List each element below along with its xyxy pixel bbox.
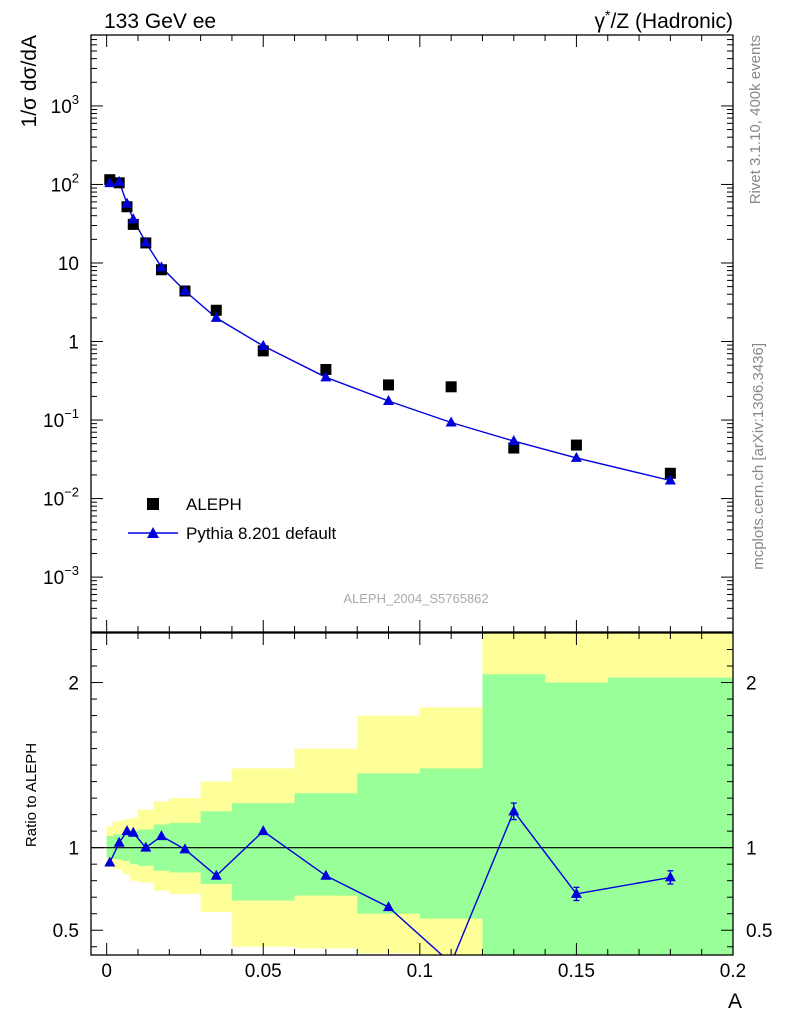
energy-title: 133 GeV ee bbox=[104, 10, 216, 33]
aleph-point bbox=[664, 467, 676, 479]
ratio-point bbox=[210, 869, 222, 880]
ratio-frame bbox=[90, 632, 734, 956]
ratio-point bbox=[570, 887, 582, 898]
ratio-y-tick-label-right: 2 bbox=[746, 674, 757, 695]
ratio-point bbox=[127, 826, 139, 837]
aleph-point bbox=[445, 381, 457, 393]
aleph-point bbox=[383, 379, 395, 391]
x-tick-label: 0.05 bbox=[245, 961, 282, 982]
pythia-point bbox=[127, 213, 139, 224]
ratio-point bbox=[508, 805, 520, 816]
pythia-point bbox=[445, 416, 457, 427]
ratio-y-axis-label: Ratio to ALEPH bbox=[23, 743, 40, 847]
pythia-point bbox=[179, 284, 191, 295]
x-axis-label: A bbox=[728, 990, 742, 1013]
pythia-point bbox=[121, 197, 133, 208]
ratio-ticks bbox=[91, 632, 734, 955]
main-y-axis-label: 1/σ dσ/dA bbox=[18, 35, 41, 127]
ratio-points bbox=[104, 802, 676, 967]
legend-aleph-label: ALEPH bbox=[186, 495, 242, 514]
aleph-point bbox=[570, 439, 582, 451]
aleph-points bbox=[104, 174, 676, 479]
ratio-y-tick-labels: 0.5 0.5 1 1 2 2 bbox=[53, 674, 773, 943]
ratio-point bbox=[104, 856, 116, 867]
x-tick-label: 0.1 bbox=[407, 961, 433, 982]
aleph-point bbox=[210, 304, 222, 316]
ratio-point bbox=[179, 843, 191, 854]
x-tick-label: 0 bbox=[101, 961, 112, 982]
main-y-tick-label: 10 bbox=[58, 254, 79, 275]
main-y-tick-label: 102 bbox=[51, 170, 79, 196]
band-green bbox=[106, 836, 113, 858]
ratio-point bbox=[155, 830, 167, 841]
pythia-point bbox=[140, 236, 152, 247]
band-green bbox=[545, 682, 608, 955]
pythia-point bbox=[320, 371, 332, 382]
pythia-point bbox=[383, 394, 395, 405]
ratio-point bbox=[140, 841, 152, 852]
band-green bbox=[294, 793, 358, 896]
aleph-point bbox=[508, 442, 520, 454]
pythia-point bbox=[210, 311, 222, 322]
x-tick-label: 0.2 bbox=[720, 961, 746, 982]
main-y-tick-label: 10−3 bbox=[43, 563, 79, 589]
pythia-point bbox=[664, 474, 676, 485]
ratio-y-tick-label-right: 0.5 bbox=[746, 921, 772, 942]
legend-aleph-marker bbox=[147, 498, 159, 510]
ratio-point bbox=[664, 871, 676, 882]
main-y-tick-label: 10−1 bbox=[43, 406, 79, 432]
ratio-panel: 0.5 0.5 1 1 2 2 0 0.05 0.1 0.15 0.2 Ratio to ALEP… bbox=[23, 632, 773, 1013]
band-green bbox=[419, 768, 483, 919]
ratio-y-tick-label-right: 1 bbox=[746, 839, 757, 860]
main-frame bbox=[90, 34, 734, 633]
process-title: γ*/Z (Hadronic) bbox=[595, 7, 733, 33]
aleph-point bbox=[320, 364, 332, 376]
ratio-point bbox=[446, 957, 457, 967]
ratio-point bbox=[113, 836, 125, 847]
ratio-point bbox=[383, 901, 395, 912]
mcplots-label: mcplots.cern.ch [arXiv:1306.3436] bbox=[750, 343, 767, 570]
aleph-point bbox=[257, 345, 269, 357]
ratio-y-tick-label: 0.5 bbox=[53, 921, 79, 942]
ratio-point bbox=[320, 869, 332, 880]
pythia-point bbox=[257, 339, 269, 350]
band-green bbox=[122, 832, 131, 861]
pythia-curve bbox=[109, 181, 671, 482]
main-y-tick-label: 10−2 bbox=[43, 485, 79, 511]
band-green bbox=[607, 677, 733, 955]
ratio-point bbox=[257, 825, 269, 836]
pythia-point bbox=[104, 177, 116, 188]
band-green bbox=[357, 773, 420, 914]
pythia-point bbox=[113, 175, 125, 186]
analysis-id-watermark: ALEPH_2004_S5765862 bbox=[343, 591, 488, 606]
x-tick-labels: 0 0.05 0.1 0.15 0.2 bbox=[101, 961, 746, 982]
legend: ALEPH Pythia 8.201 default bbox=[128, 495, 337, 543]
aleph-point bbox=[127, 218, 139, 230]
pythia-point bbox=[570, 451, 582, 462]
x-tick-label: 0.15 bbox=[558, 961, 595, 982]
main-ticks bbox=[91, 34, 734, 633]
pythia-point bbox=[508, 435, 520, 446]
legend-pythia-marker bbox=[147, 527, 159, 538]
uncertainty-bands bbox=[106, 633, 733, 955]
pythia-point bbox=[155, 261, 167, 272]
rivet-version-label: Rivet 3.1.10, 400k events bbox=[747, 35, 764, 204]
ratio-y-tick-label: 1 bbox=[68, 839, 79, 860]
legend-pythia-label: Pythia 8.201 default bbox=[186, 524, 337, 543]
main-y-tick-label: 1 bbox=[68, 333, 79, 354]
ratio-point bbox=[121, 825, 133, 836]
ratio-y-tick-label: 2 bbox=[68, 674, 79, 695]
main-y-tick-label: 103 bbox=[51, 92, 79, 118]
pythia-points bbox=[104, 175, 676, 485]
